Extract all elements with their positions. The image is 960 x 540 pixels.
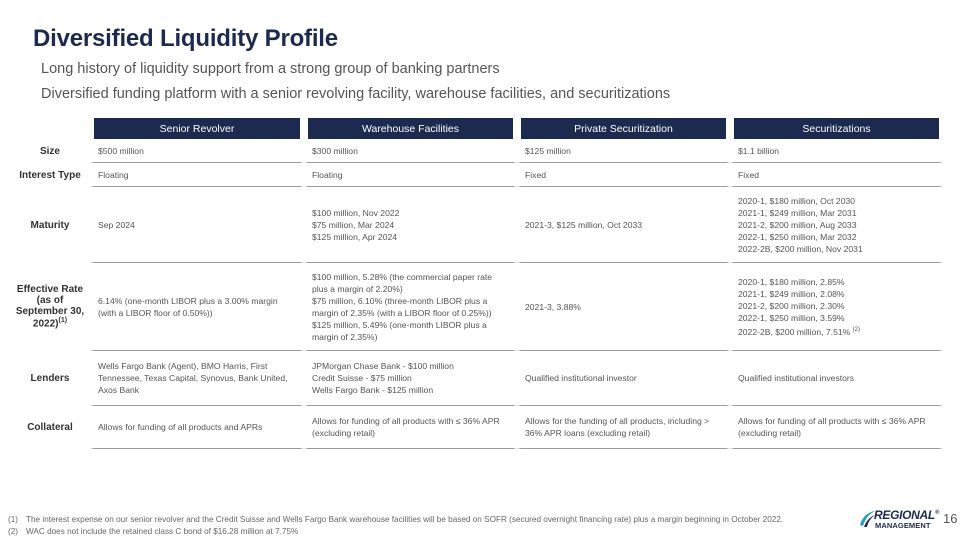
row-label-effective-rate: Effective Rate (as of September 30, 2022…: [10, 263, 90, 351]
table-cell: 2020-1, $180 million, Oct 2030 2021-1, $…: [730, 187, 943, 263]
footnote-text: WAC does not include the retained class …: [26, 527, 299, 536]
table-cell: $100 million, 5.28% (the commercial pape…: [304, 263, 517, 351]
table-row-size: Size $500 million $300 million $125 mill…: [10, 139, 943, 163]
table-row-interest-type: Interest Type Floating Floating Fixed Fi…: [10, 163, 943, 187]
table-row-effective-rate: Effective Rate (as of September 30, 2022…: [10, 263, 943, 351]
logo-swoosh-icon: [860, 511, 875, 527]
footnotes: (1) The interest expense on our senior re…: [8, 514, 783, 538]
slide-title: Diversified Liquidity Profile: [33, 25, 338, 52]
table-cell: Allows for funding of all products and A…: [90, 406, 304, 449]
column-header-senior-revolver: Senior Revolver: [90, 118, 304, 139]
row-label-size: Size: [39, 145, 60, 157]
table-cell: $1.1 billion: [730, 139, 943, 163]
column-header-private-securitization: Private Securitization: [517, 118, 730, 139]
logo-text-management: MANAGEMENT: [875, 521, 931, 530]
row-label-maturity: Maturity: [30, 219, 70, 231]
page-number: 16: [943, 511, 958, 526]
footnote-text: The interest expense on our senior revol…: [26, 515, 784, 524]
table-cell: 2020-1, $180 million, 2.85% 2021-1, $249…: [730, 263, 943, 351]
table-corner: [10, 118, 90, 139]
table-row-lenders: Lenders Wells Fargo Bank (Agent), BMO Ha…: [10, 351, 943, 406]
table-cell: Floating: [304, 163, 517, 187]
table-cell: $500 million: [90, 139, 304, 163]
logo-text-regional: REGIONAL®: [874, 508, 939, 522]
table-cell: 2021-3, 3.88%: [517, 263, 730, 351]
liquidity-table: Senior Revolver Warehouse Facilities Pri…: [10, 118, 943, 449]
table-cell: $125 million: [517, 139, 730, 163]
table-cell: Wells Fargo Bank (Agent), BMO Harris, Fi…: [90, 351, 304, 406]
row-label-interest-type: Interest Type: [19, 169, 81, 181]
footnote-marker-2: (2): [852, 326, 861, 333]
footnote-1: (1) The interest expense on our senior re…: [8, 514, 783, 526]
footnote-number: (2): [8, 527, 19, 536]
table-cell: Fixed: [517, 163, 730, 187]
table-cell: Sep 2024: [90, 187, 304, 263]
table-cell: $300 million: [304, 139, 517, 163]
table-cell: JPMorgan Chase Bank - $100 million Credi…: [304, 351, 517, 406]
table-row-maturity: Maturity Sep 2024 $100 million, Nov 2022…: [10, 187, 943, 263]
table-cell: Fixed: [730, 163, 943, 187]
table-cell: Qualified institutional investor: [517, 351, 730, 406]
row-label-lenders: Lenders: [30, 373, 70, 384]
column-header-securitizations: Securitizations: [730, 118, 943, 139]
footnote-number: (1): [8, 515, 19, 524]
cell-text: 2020-1, $180 million, 2.85% 2021-1, $249…: [738, 276, 851, 337]
regional-management-logo: REGIONAL® MANAGEMENT: [858, 507, 944, 531]
row-label-collateral: Collateral: [27, 422, 73, 433]
table-cell: 2021-3, $125 million, Oct 2033: [517, 187, 730, 263]
table-cell: Allows for funding of all products with …: [730, 406, 943, 449]
bullet-funding-platform: Diversified funding platform with a seni…: [41, 86, 671, 102]
footnote-2: (2) WAC does not include the retained cla…: [8, 526, 783, 538]
table-cell: $100 million, Nov 2022 $75 million, Mar …: [304, 187, 517, 263]
table-cell: Floating: [90, 163, 304, 187]
logo-registered-mark: ®: [934, 510, 940, 516]
table-cell: Qualified institutional investors: [730, 351, 943, 406]
column-header-warehouse-facilities: Warehouse Facilities: [304, 118, 517, 139]
row-label-text: Effective Rate (as of September 30, 2022…: [15, 284, 85, 330]
table-cell: 6.14% (one-month LIBOR plus a 3.00% marg…: [90, 263, 304, 351]
logo-line-1: REGIONAL: [874, 508, 935, 522]
table-row-collateral: Collateral Allows for funding of all pro…: [10, 406, 943, 449]
bullet-liquidity-support: Long history of liquidity support from a…: [41, 61, 500, 77]
table-cell: Allows for funding of all products with …: [304, 406, 517, 449]
table-cell: Allows for the funding of all products, …: [517, 406, 730, 449]
footnote-marker-1: (1): [58, 317, 68, 325]
